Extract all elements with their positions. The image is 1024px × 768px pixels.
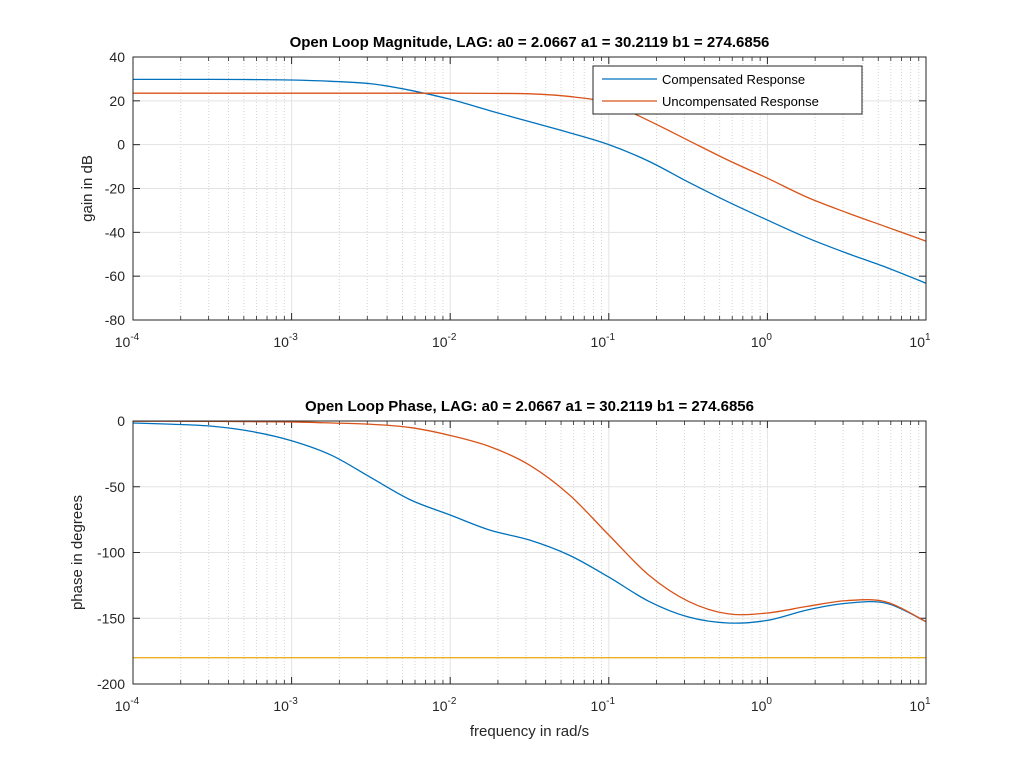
y-tick-label: 0: [117, 413, 125, 429]
x-tick-label: 100: [751, 332, 773, 350]
tick-base: 10: [751, 334, 767, 350]
tick-base: 10: [591, 698, 607, 714]
y-tick-label: -200: [97, 676, 125, 692]
y-tick-label: 40: [109, 49, 125, 65]
tick-exponent: 1: [925, 696, 931, 707]
tick-exponent: -1: [606, 332, 615, 343]
tick-exponent: 0: [766, 696, 772, 707]
tick-base: 10: [432, 698, 448, 714]
x-tick-label: 101: [909, 332, 931, 350]
series-line-series-0: [132, 422, 927, 624]
tick-base: 10: [115, 698, 131, 714]
tick-base: 10: [432, 334, 448, 350]
x-axis-label: frequency in rad/s: [470, 723, 589, 740]
tick-exponent: -3: [289, 332, 298, 343]
chart-title: Open Loop Phase, LAG: a0 = 2.0667 a1 = 3…: [305, 398, 754, 415]
y-tick-label: -150: [97, 610, 125, 626]
tick-exponent: -1: [606, 696, 615, 707]
tick-exponent: 1: [925, 332, 931, 343]
x-tick-label: 10-2: [432, 696, 457, 714]
x-tick-label: 10-2: [432, 332, 457, 350]
legend-entry: Uncompensated Response: [662, 94, 819, 109]
legend-box: [592, 65, 863, 115]
y-tick-label: -50: [105, 479, 125, 495]
y-tick-label: -80: [105, 312, 125, 328]
tick-exponent: -4: [130, 696, 139, 707]
x-tick-label: 10-1: [591, 332, 616, 350]
y-axis-label: phase in degrees: [69, 495, 86, 610]
x-tick-label: 10-4: [115, 332, 140, 350]
chart-title: Open Loop Magnitude, LAG: a0 = 2.0667 a1…: [290, 34, 770, 51]
y-tick-label: -40: [105, 224, 125, 240]
y-tick-label: -60: [105, 268, 125, 284]
y-tick-label: -100: [97, 545, 125, 561]
y-tick-label: -20: [105, 181, 125, 197]
tick-base: 10: [273, 698, 289, 714]
tick-exponent: 0: [766, 332, 772, 343]
tick-base: 10: [751, 698, 767, 714]
axes-box: [132, 56, 927, 321]
tick-exponent: -2: [448, 696, 457, 707]
tick-base: 10: [909, 698, 925, 714]
x-tick-label: 10-3: [273, 332, 298, 350]
tick-base: 10: [909, 334, 925, 350]
tick-base: 10: [591, 334, 607, 350]
legend-entry: Compensated Response: [662, 72, 805, 87]
tick-base: 10: [273, 334, 289, 350]
series-line-uncompensated-response: [133, 92, 927, 242]
axes-phase: 10-4 10-3 10-2 10-1 100 1010-50-100-150-200Op…: [69, 398, 931, 740]
x-tick-label: 10-3: [273, 696, 298, 714]
x-tick-label: 100: [751, 696, 773, 714]
y-tick-label: 20: [109, 93, 125, 109]
x-tick-label: 10-1: [591, 696, 616, 714]
legend: Compensated Response Uncompensated Respon…: [592, 65, 863, 115]
tick-exponent: -3: [289, 696, 298, 707]
axes-magnitude: 10-4 10-3 10-2 10-1 100 10140200-20-40-60-80O…: [79, 34, 931, 350]
series-line-series-1: [132, 420, 927, 623]
x-tick-label: 101: [909, 696, 931, 714]
x-tick-label: 10-4: [115, 696, 140, 714]
tick-exponent: -4: [130, 332, 139, 343]
tick-base: 10: [115, 334, 131, 350]
y-tick-label: 0: [117, 137, 125, 153]
y-axis-label: gain in dB: [79, 155, 96, 222]
axes-box: [132, 420, 927, 685]
series-line-compensated-response: [133, 78, 927, 284]
tick-exponent: -2: [448, 332, 457, 343]
